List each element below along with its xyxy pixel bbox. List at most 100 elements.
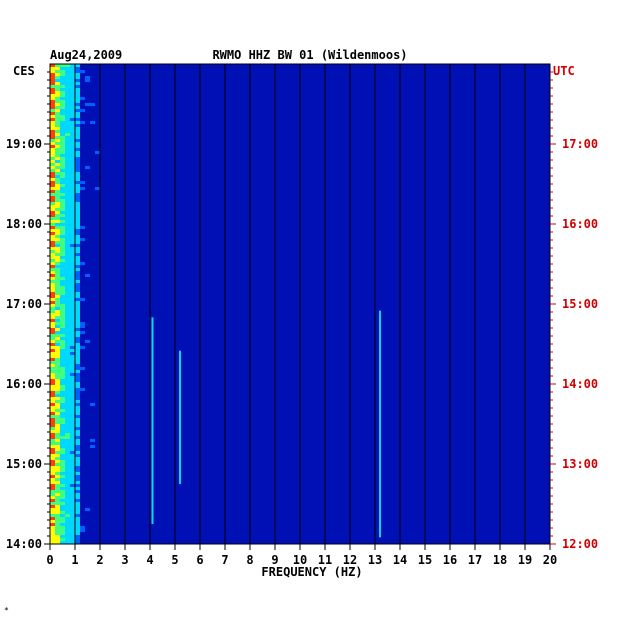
spectrogram-cell bbox=[75, 292, 80, 295]
spectrogram-cell bbox=[70, 181, 75, 184]
spectrogram-cell bbox=[50, 439, 55, 442]
spectrogram-cell bbox=[60, 340, 65, 343]
spectrogram-cell bbox=[70, 421, 75, 424]
spectrogram-cell bbox=[50, 133, 55, 136]
spectrogram-cell bbox=[55, 340, 60, 343]
spectrogram-cell bbox=[55, 400, 60, 403]
spectrogram-cell bbox=[70, 187, 75, 190]
spectrogram-cell bbox=[70, 508, 75, 511]
spectrogram-cell bbox=[60, 490, 65, 493]
spectrogram-cell bbox=[65, 241, 70, 244]
x-tick-label: 13 bbox=[368, 553, 382, 567]
spectrogram-cell bbox=[60, 202, 65, 205]
y-tick-label-left: 14:00 bbox=[6, 537, 42, 551]
x-tick-label: 20 bbox=[543, 553, 557, 567]
spectrogram-cell bbox=[70, 82, 75, 85]
spectrogram-cell bbox=[75, 259, 80, 262]
spectrogram-cell bbox=[70, 262, 75, 265]
spectrogram-cell bbox=[70, 427, 75, 430]
spectrogram-cell bbox=[75, 184, 80, 187]
spectrogram-cell bbox=[60, 538, 65, 541]
spectrogram-cell bbox=[70, 247, 75, 250]
spectrogram-cell bbox=[95, 151, 100, 154]
spectrogram-cell bbox=[60, 148, 65, 151]
spectrogram-cell bbox=[50, 64, 55, 67]
spectrogram-cell bbox=[65, 475, 70, 478]
spectrogram-cell bbox=[80, 529, 85, 532]
spectrogram-cell bbox=[70, 361, 75, 364]
spectrogram-cell bbox=[55, 502, 60, 505]
spectrogram-cell bbox=[70, 352, 75, 355]
spectrogram-cell bbox=[65, 433, 70, 436]
spectral-line bbox=[179, 350, 181, 484]
spectrogram-cell bbox=[50, 124, 55, 127]
spectrogram-cell bbox=[50, 79, 55, 82]
spectrogram-cell bbox=[75, 145, 80, 148]
spectrogram-cell bbox=[75, 277, 80, 280]
spectrogram-cell bbox=[60, 151, 65, 154]
spectrogram-cell bbox=[75, 196, 80, 199]
spectrogram-cell bbox=[60, 277, 65, 280]
spectrogram-cell bbox=[65, 409, 70, 412]
spectrogram-cell bbox=[85, 103, 90, 106]
spectrogram-cell bbox=[60, 436, 65, 439]
x-tick-label: 1 bbox=[71, 553, 78, 567]
spectrogram-cell bbox=[70, 457, 75, 460]
spectrogram-cell bbox=[70, 229, 75, 232]
y-tick-label-right: 13:00 bbox=[562, 457, 598, 471]
spectrogram-cell bbox=[60, 499, 65, 502]
spectrogram-cell bbox=[70, 514, 75, 517]
spectrogram-cell bbox=[55, 481, 60, 484]
spectrogram-cell bbox=[65, 181, 70, 184]
spectrogram-cell bbox=[60, 283, 65, 286]
spectrogram-cell bbox=[75, 355, 80, 358]
spectrogram-cell bbox=[65, 376, 70, 379]
spectrogram-cell bbox=[60, 412, 65, 415]
spectrogram-cell bbox=[80, 181, 85, 184]
spectrogram-cell bbox=[75, 475, 80, 478]
spectrogram-cell bbox=[60, 361, 65, 364]
plot-area bbox=[49, 63, 551, 545]
spectrogram-cell bbox=[55, 283, 60, 286]
spectrogram-cell bbox=[75, 538, 80, 541]
spectrogram-cell bbox=[80, 298, 85, 301]
spectrogram-cell bbox=[50, 382, 55, 385]
spectrogram-cell bbox=[60, 229, 65, 232]
spectrogram-cell bbox=[75, 100, 80, 103]
spectrogram-cell bbox=[65, 529, 70, 532]
spectrogram-cell bbox=[70, 235, 75, 238]
spectrogram-cell bbox=[60, 493, 65, 496]
spectrogram-cell bbox=[70, 241, 75, 244]
spectrogram-cell bbox=[75, 133, 80, 136]
spectrogram-cell bbox=[60, 391, 65, 394]
spectrogram-cell bbox=[50, 292, 55, 295]
spectrogram-cell bbox=[70, 505, 75, 508]
spectrogram-cell bbox=[70, 85, 75, 88]
spectrogram-cell bbox=[65, 295, 70, 298]
spectrogram-cell bbox=[70, 103, 75, 106]
spectrogram-cell bbox=[50, 160, 55, 163]
spectrogram-cell bbox=[65, 97, 70, 100]
spectrogram-cell bbox=[65, 142, 70, 145]
spectrogram-cell bbox=[50, 148, 55, 151]
spectrogram-cell bbox=[65, 493, 70, 496]
x-tick-label: 3 bbox=[121, 553, 128, 567]
spectrogram-cell bbox=[65, 310, 70, 313]
spectrogram-cell bbox=[60, 439, 65, 442]
spectrogram-cell bbox=[50, 394, 55, 397]
spectrogram-cell bbox=[60, 94, 65, 97]
spectrogram-cell bbox=[70, 379, 75, 382]
spectrogram-cell bbox=[65, 202, 70, 205]
spectrogram-cell bbox=[65, 472, 70, 475]
spectrogram-cell bbox=[50, 490, 55, 493]
spectrogram-cell bbox=[60, 184, 65, 187]
spectrogram-cell bbox=[90, 445, 95, 448]
spectrogram-cell bbox=[50, 448, 55, 451]
spectrogram-cell bbox=[55, 367, 60, 370]
spectrogram-cell bbox=[60, 352, 65, 355]
spectrogram-cell bbox=[80, 322, 85, 325]
spectrogram-cell bbox=[75, 280, 80, 283]
spectrogram-cell bbox=[70, 202, 75, 205]
spectrogram-cell bbox=[50, 109, 55, 112]
spectrogram-cell bbox=[75, 394, 80, 397]
